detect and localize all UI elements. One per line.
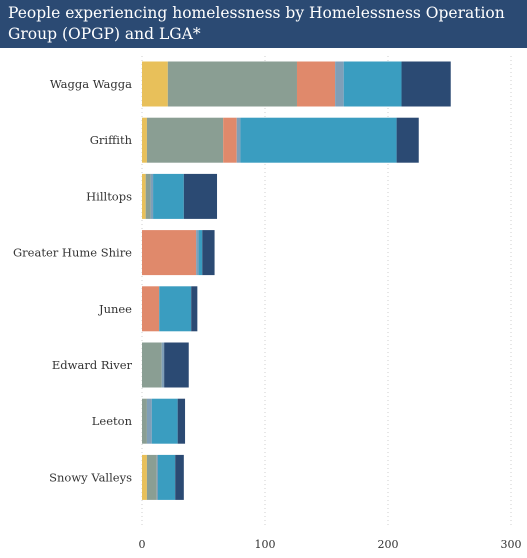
category-label: Greater Hume Shire — [13, 246, 132, 260]
bar-segment — [167, 61, 297, 107]
x-tick-label: 100 — [255, 538, 276, 551]
bar-segment — [223, 117, 237, 163]
bar-segment — [157, 454, 176, 500]
chart-title-bar: People experiencing homelessness by Home… — [0, 0, 527, 48]
bar-segment — [296, 61, 336, 107]
bar-segment — [401, 61, 451, 107]
x-tick-label: 0 — [139, 538, 146, 551]
bar-segment — [175, 454, 184, 500]
bar-segment — [142, 342, 162, 388]
bar-segment — [142, 61, 168, 107]
bar-segment — [150, 173, 154, 219]
bar-segment — [396, 117, 419, 163]
bar-segment — [343, 61, 402, 107]
category-label: Griffith — [90, 133, 133, 147]
bar-segment — [142, 230, 197, 276]
bar-segment — [142, 173, 146, 219]
bar-segment — [142, 117, 147, 163]
bar-segment — [153, 173, 184, 219]
chart-title: People experiencing homelessness by Home… — [8, 4, 505, 43]
bars: Wagga Wagga Griffith Hilltops Greater Hume … — [13, 61, 451, 500]
bar-segment — [240, 117, 397, 163]
bar-segment — [142, 454, 147, 500]
bar-segment — [164, 342, 189, 388]
bar-segment — [159, 286, 192, 332]
category-label: Snowy Valleys — [49, 470, 132, 484]
bar-segment — [142, 286, 160, 332]
x-axis-ticks: 0 100 200 300 — [139, 538, 522, 551]
bar-segment — [146, 117, 224, 163]
x-tick-label: 200 — [378, 538, 399, 551]
stacked-bar-chart: Wagga Wagga Griffith Hilltops Greater Hume … — [13, 56, 522, 551]
bar-segment — [145, 173, 151, 219]
bar-segment — [202, 230, 215, 276]
bar-segment — [191, 286, 198, 332]
bar-segment — [198, 230, 203, 276]
bar-segment — [146, 398, 152, 444]
x-tick-label: 300 — [501, 538, 522, 551]
category-label: Hilltops — [86, 189, 132, 203]
bar-segment — [156, 454, 158, 500]
bar-segment — [183, 173, 218, 219]
bar-segment — [151, 398, 178, 444]
bar-segment — [142, 398, 147, 444]
bar-segment — [236, 117, 241, 163]
bar-segment — [146, 454, 157, 500]
category-label: Edward River — [52, 358, 133, 372]
bar-segment — [335, 61, 344, 107]
bar-segment — [177, 398, 186, 444]
category-label: Junee — [98, 302, 132, 316]
category-label: Wagga Wagga — [50, 77, 132, 91]
bar-segment — [161, 342, 165, 388]
category-label: Leeton — [92, 414, 133, 428]
bar-segment — [196, 230, 199, 276]
